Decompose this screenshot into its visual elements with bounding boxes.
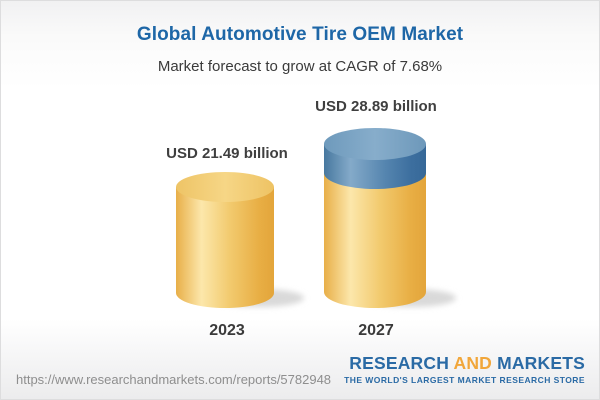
report-url: https://www.researchandmarkets.com/repor… <box>16 372 332 387</box>
logo-tagline: THE WORLD'S LARGEST MARKET RESEARCH STOR… <box>344 374 585 385</box>
chart-subtitle: Market forecast to grow at CAGR of 7.68% <box>157 58 443 75</box>
value-label-2023: USD 21.49 billion <box>166 145 288 162</box>
logo-word-research: RESEARCH <box>349 353 450 373</box>
research-and-markets-logo: RESEARCH AND MARKETS THE WORLD'S LARGEST… <box>344 353 585 385</box>
cylinder-2023 <box>176 172 274 308</box>
chart-title: Global Automotive Tire OEM Market <box>136 24 464 45</box>
logo-word-and: AND <box>453 353 492 373</box>
category-label-2023: 2023 <box>209 322 245 339</box>
category-label-2027: 2027 <box>358 322 394 339</box>
logo-word-markets: MARKETS <box>497 353 585 373</box>
value-label-2027: USD 28.89 billion <box>315 98 437 115</box>
cylinder-2027 <box>324 128 426 308</box>
logo-wordmark: RESEARCH AND MARKETS <box>344 353 585 373</box>
